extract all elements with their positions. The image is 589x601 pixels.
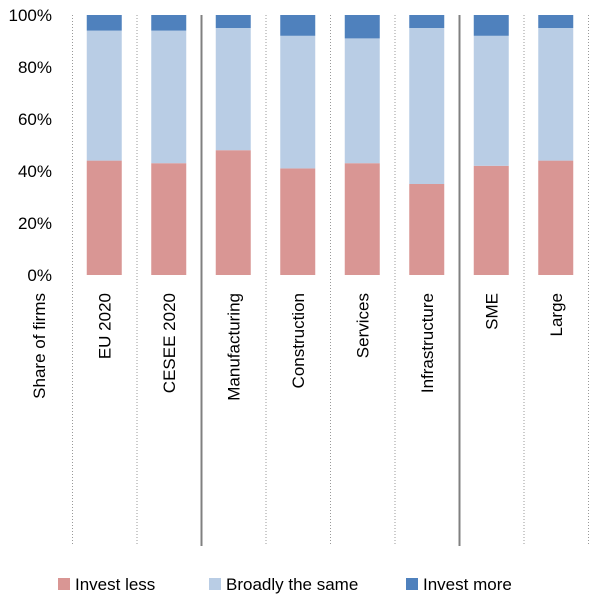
bar-segment (86, 30, 122, 161)
bar-segment (409, 184, 445, 275)
bar-segment (86, 15, 122, 31)
category-label: Infrastructure (418, 293, 437, 393)
bars (86, 15, 574, 275)
y-axis: 0% 20% 40% 60% 80% 100% (9, 6, 52, 285)
bar-segment (344, 38, 380, 164)
bar-segment (409, 28, 445, 184)
y-tick-label: 100% (9, 6, 52, 25)
y-tick-label: 60% (18, 110, 52, 129)
category-label: Manufacturing (224, 293, 243, 401)
y-tick-label: 40% (18, 162, 52, 181)
category-labels: EU 2020 CESEE 2020 Manufacturing Constructi… (95, 293, 566, 401)
category-label: CESEE 2020 (160, 293, 179, 393)
bar-segment (151, 30, 187, 164)
category-separators (72, 15, 589, 546)
category-label: Large (547, 293, 566, 336)
bar-segment (538, 160, 574, 275)
bar-segment (538, 28, 574, 161)
legend-swatch (209, 578, 221, 590)
bar-segment (280, 35, 316, 169)
bar-segment (538, 15, 574, 28)
bar-segment (151, 163, 187, 275)
y-tick-label: 20% (18, 214, 52, 233)
legend-swatch (58, 578, 70, 590)
bar-segment (344, 15, 380, 39)
bar-segment (86, 160, 122, 275)
bar-segment (280, 15, 316, 36)
bar-segment (473, 35, 509, 166)
bar-segment (473, 15, 509, 36)
legend-label: Invest more (423, 575, 512, 594)
bar-segment (473, 165, 509, 275)
category-label: EU 2020 (95, 293, 114, 359)
y-tick-label: 0% (27, 266, 52, 285)
y-axis-title: Share of firms (30, 293, 49, 399)
bar-segment (215, 150, 251, 275)
y-tick-label: 80% (18, 58, 52, 77)
category-label: Construction (289, 293, 308, 388)
bar-segment (215, 15, 251, 28)
category-label: SME (482, 293, 501, 330)
legend-label: Invest less (75, 575, 155, 594)
bar-segment (409, 15, 445, 28)
category-label: Services (353, 293, 372, 358)
legend-swatch (406, 578, 418, 590)
bar-segment (215, 28, 251, 151)
bar-segment (280, 168, 316, 275)
bar-segment (151, 15, 187, 31)
bar-segment (344, 163, 380, 275)
legend-label: Broadly the same (226, 575, 358, 594)
legend: Invest less Broadly the same Invest more (58, 575, 512, 594)
